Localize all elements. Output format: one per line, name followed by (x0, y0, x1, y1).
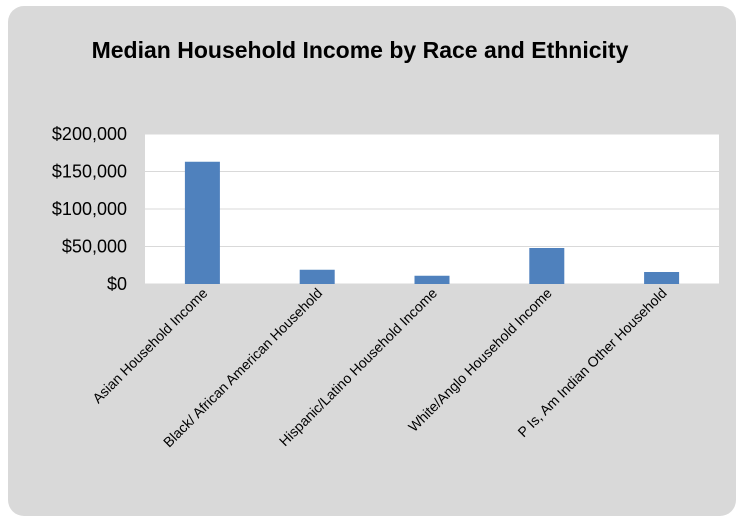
y-tick-label: $150,000 (52, 162, 127, 182)
y-tick-label: $50,000 (62, 237, 127, 257)
y-tick-label: $100,000 (52, 199, 127, 219)
bar (529, 248, 565, 284)
y-axis-ticks: $0 $50,000 $100,000 $150,000 $200,000 (52, 124, 127, 294)
bars (184, 161, 680, 284)
x-category-label: Asian Household Income (89, 285, 211, 407)
bar (299, 269, 335, 284)
gridlines (145, 133, 719, 285)
y-tick-label: $200,000 (52, 124, 127, 144)
bar (414, 275, 450, 284)
bar (644, 272, 680, 284)
y-tick-label: $0 (107, 274, 127, 294)
bar (184, 161, 220, 284)
chart-title: Median Household Income by Race and Ethn… (91, 37, 629, 63)
